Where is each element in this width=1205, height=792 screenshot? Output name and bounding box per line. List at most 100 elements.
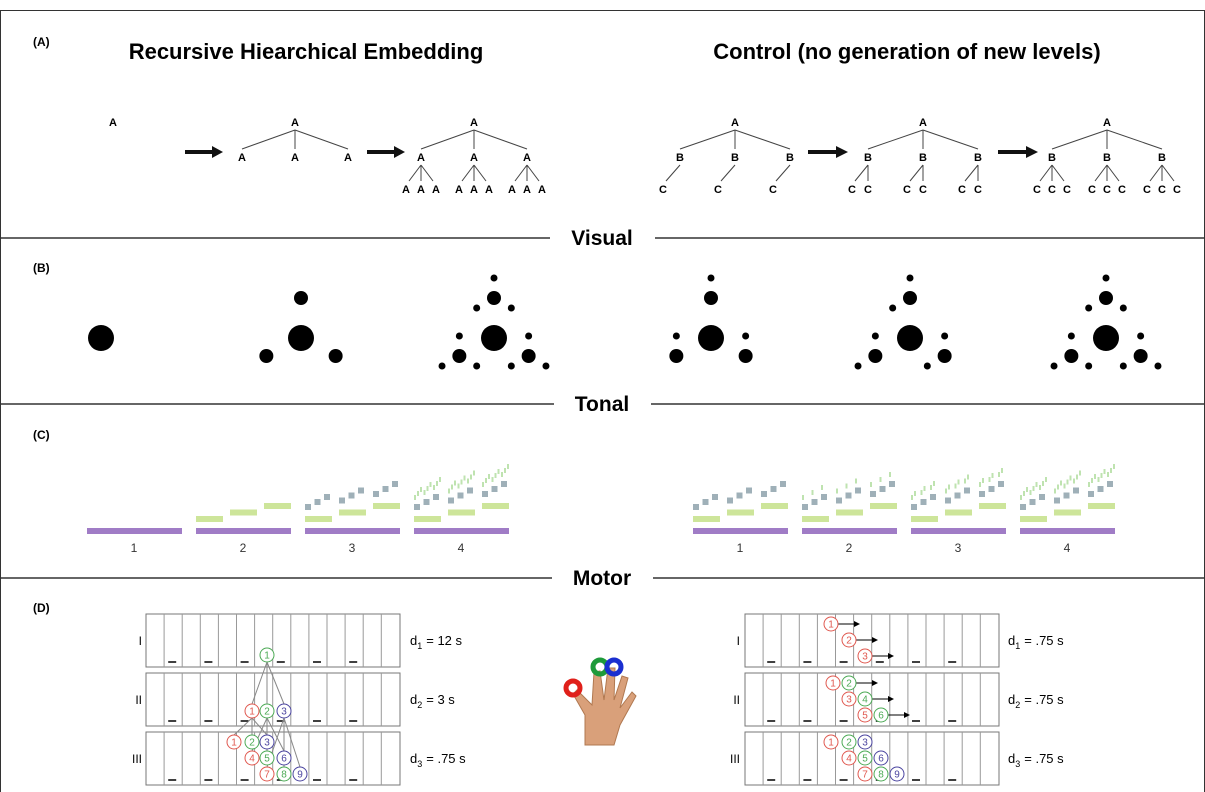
tone-note xyxy=(430,482,432,487)
tree-edge xyxy=(965,165,978,181)
tone-note xyxy=(967,475,969,480)
title: Control (no generation of new levels) xyxy=(713,39,1100,64)
tone-note xyxy=(979,491,985,497)
tree-node: B xyxy=(1103,152,1111,164)
finger-number: 5 xyxy=(264,754,270,765)
tree-node: A xyxy=(402,184,410,196)
tone-note xyxy=(458,484,460,489)
tree-node: C xyxy=(974,184,982,196)
dot xyxy=(855,363,862,370)
tree-edge xyxy=(295,130,348,149)
finger-number: 1 xyxy=(830,679,836,690)
dot xyxy=(1120,305,1127,312)
dot xyxy=(1051,363,1058,370)
finger-number: 6 xyxy=(878,754,884,765)
finger-number: 8 xyxy=(281,770,287,781)
tone-bar xyxy=(1020,516,1047,522)
dot xyxy=(868,349,882,363)
dot xyxy=(473,363,480,370)
tone-note xyxy=(467,488,473,494)
tone-note xyxy=(392,481,398,487)
tone-label: 4 xyxy=(1064,541,1071,555)
tone-note xyxy=(501,481,507,487)
row-label: I xyxy=(737,634,740,648)
duration-value: = .75 s xyxy=(1024,633,1064,648)
dot xyxy=(522,349,536,363)
tree-node: A xyxy=(417,152,425,164)
tree-node: A xyxy=(291,152,299,164)
tone-note xyxy=(1070,476,1072,481)
section-label: Motor xyxy=(573,567,631,590)
tone-note xyxy=(1036,482,1038,487)
finger-number: 2 xyxy=(846,738,852,749)
dot xyxy=(508,305,515,312)
tone-bar xyxy=(448,510,475,516)
duration-sub: 2 xyxy=(417,700,422,710)
tone-note xyxy=(958,480,960,485)
duration: d2= 3 s xyxy=(410,692,455,710)
dot xyxy=(456,333,463,340)
section-label: Visual xyxy=(571,227,632,250)
tone-note xyxy=(746,488,752,494)
tree-node: C xyxy=(769,184,777,196)
tone-note xyxy=(855,479,857,484)
dot xyxy=(1064,349,1078,363)
finger-number: 9 xyxy=(894,770,900,781)
tone-note xyxy=(1039,494,1045,500)
tree-node: C xyxy=(958,184,966,196)
tone-note xyxy=(1054,489,1056,494)
duration-var: d xyxy=(410,751,417,766)
tree-node: B xyxy=(1158,152,1166,164)
tone-note xyxy=(914,491,916,496)
tone-note xyxy=(1073,488,1079,494)
tone-note xyxy=(485,478,487,483)
tone-note xyxy=(1045,477,1047,482)
tree-node: C xyxy=(1033,184,1041,196)
duration-value: = .75 s xyxy=(426,751,466,766)
tone-note xyxy=(821,494,827,500)
finger-number: 3 xyxy=(264,738,270,749)
duration-value: = .75 s xyxy=(1024,692,1064,707)
tone-note xyxy=(504,468,506,473)
finger-number: 6 xyxy=(281,754,287,765)
tone-note xyxy=(454,481,456,486)
finger-number: 5 xyxy=(862,711,868,722)
dot xyxy=(698,325,724,351)
tone-note xyxy=(1094,474,1096,479)
tone-note xyxy=(889,481,895,487)
tree-edge xyxy=(242,130,295,149)
tone-note xyxy=(930,494,936,500)
tree-edge xyxy=(474,130,527,149)
tree-edge xyxy=(1040,165,1052,181)
tree-edge xyxy=(666,165,680,181)
finger-number: 5 xyxy=(862,754,868,765)
tree-node: B xyxy=(676,152,684,164)
dot xyxy=(508,363,515,370)
dot xyxy=(1103,275,1110,282)
tone-note xyxy=(1054,498,1060,504)
tone-note xyxy=(933,481,935,486)
tone-note xyxy=(448,498,454,504)
tone-label: 1 xyxy=(737,541,744,555)
tone-note xyxy=(992,473,994,478)
tone-note xyxy=(880,486,886,492)
dot xyxy=(1154,363,1161,370)
tree-node: C xyxy=(1063,184,1071,196)
dot xyxy=(673,333,680,340)
tree-edge xyxy=(868,130,923,149)
tree-edge xyxy=(1162,165,1174,181)
tree-node: C xyxy=(1143,184,1151,196)
tone-note xyxy=(924,486,926,491)
duration-var: d xyxy=(1008,633,1015,648)
tone-note xyxy=(1020,495,1022,500)
row-label: I xyxy=(139,634,142,648)
tone-note xyxy=(383,486,389,492)
dot xyxy=(739,349,753,363)
tone-note xyxy=(433,494,439,500)
tone-note xyxy=(1026,487,1028,492)
tone-bar xyxy=(693,516,720,522)
tone-note xyxy=(989,486,995,492)
tone-note xyxy=(846,484,848,489)
duration-sub: 1 xyxy=(417,641,422,651)
tone-note xyxy=(955,493,961,499)
